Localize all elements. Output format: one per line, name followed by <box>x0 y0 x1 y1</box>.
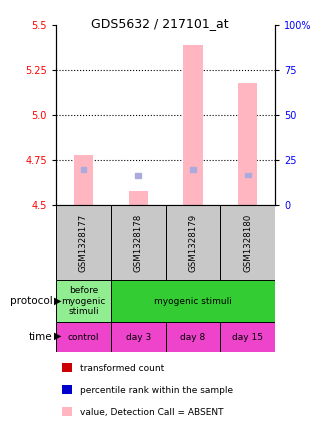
Bar <box>111 322 166 352</box>
Text: myogenic stimuli: myogenic stimuli <box>154 297 232 305</box>
Bar <box>183 45 203 205</box>
Bar <box>238 82 257 205</box>
Text: protocol: protocol <box>10 296 53 306</box>
Text: day 8: day 8 <box>180 332 206 341</box>
Bar <box>56 322 111 352</box>
Text: GDS5632 / 217101_at: GDS5632 / 217101_at <box>91 17 229 30</box>
Bar <box>111 205 166 280</box>
Text: ▶: ▶ <box>54 296 62 306</box>
Text: before
myogenic
stimuli: before myogenic stimuli <box>61 286 106 316</box>
Text: ▶: ▶ <box>54 330 62 341</box>
Text: time: time <box>29 332 53 342</box>
Text: day 3: day 3 <box>125 332 151 341</box>
Text: transformed count: transformed count <box>80 365 164 374</box>
Text: control: control <box>68 332 99 341</box>
Bar <box>74 154 93 205</box>
Bar <box>220 322 275 352</box>
Text: value, Detection Call = ABSENT: value, Detection Call = ABSENT <box>80 409 223 418</box>
Bar <box>166 205 220 280</box>
Bar <box>220 205 275 280</box>
Bar <box>56 280 111 322</box>
Text: GSM1328177: GSM1328177 <box>79 213 88 272</box>
Bar <box>111 280 275 322</box>
Text: GSM1328179: GSM1328179 <box>188 214 197 272</box>
Bar <box>129 191 148 205</box>
Bar <box>245 173 251 177</box>
Text: percentile rank within the sample: percentile rank within the sample <box>80 387 233 396</box>
Bar <box>56 205 111 280</box>
Bar <box>166 322 220 352</box>
Text: GSM1328180: GSM1328180 <box>243 213 252 272</box>
Text: GSM1328178: GSM1328178 <box>134 213 143 272</box>
Bar <box>190 167 196 172</box>
Bar <box>135 173 141 178</box>
Bar <box>81 167 86 172</box>
Text: day 15: day 15 <box>232 332 263 341</box>
